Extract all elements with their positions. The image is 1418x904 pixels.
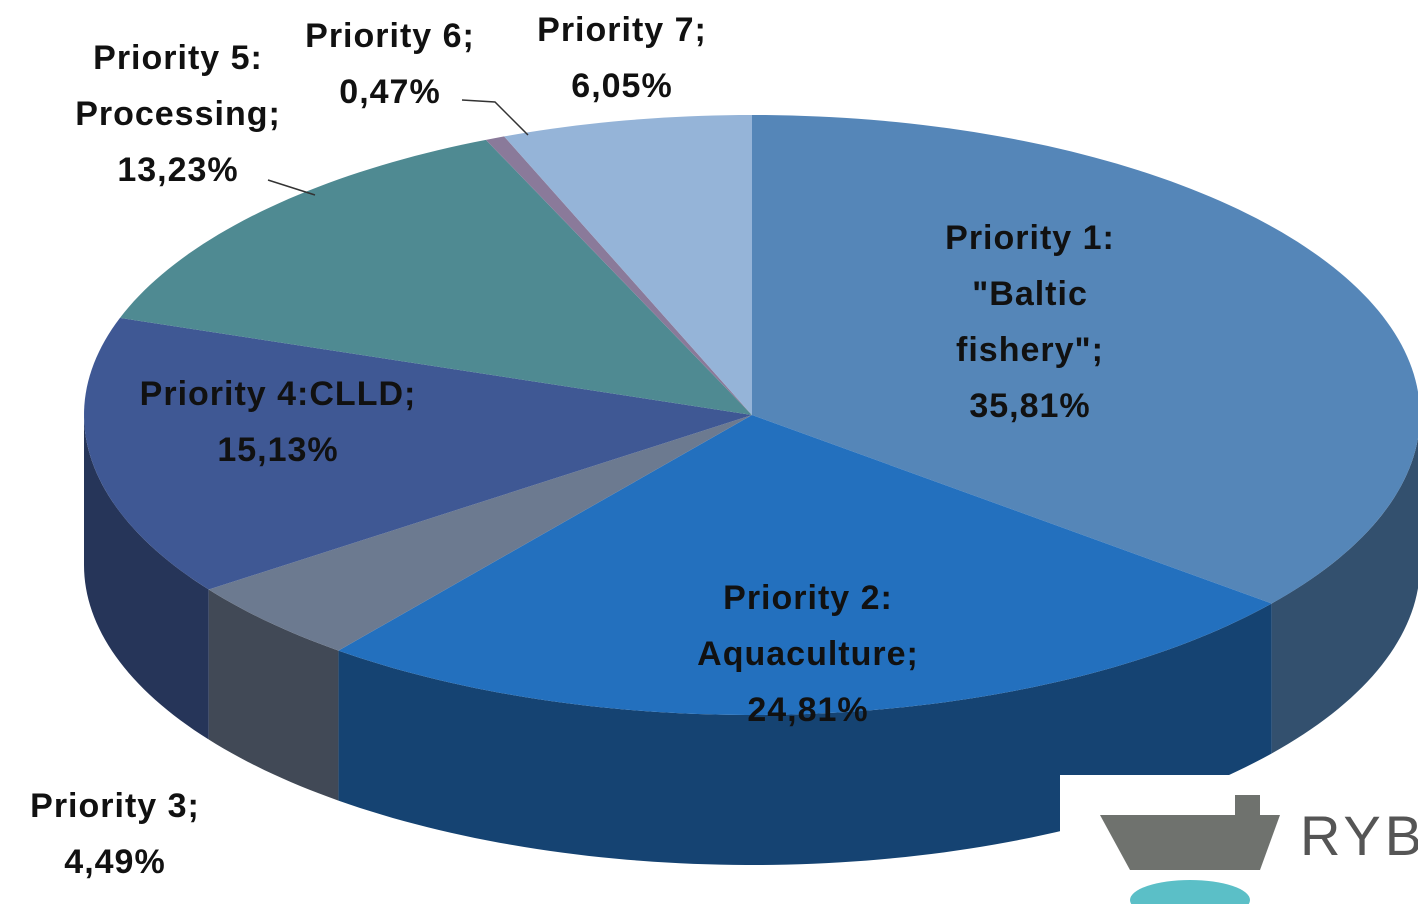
slice-side <box>208 589 339 801</box>
slice-label: Priority 2: Aquaculture; 24,81% <box>648 570 968 738</box>
slice-label: Priority 3; 4,49% <box>0 778 235 890</box>
slice-side <box>84 415 209 740</box>
logo: RYB <box>1060 775 1418 904</box>
slice <box>752 115 1418 604</box>
category-label: Priority 3; <box>30 787 200 825</box>
slice-label: Priority 7; 6,05% <box>502 2 742 114</box>
value-label: 15,13% <box>217 431 339 469</box>
category-label: Priority 4:CLLD; <box>139 375 417 413</box>
leader-line <box>461 99 529 136</box>
value-label: 4,49% <box>64 843 166 881</box>
logo-text: RYB <box>1300 804 1418 867</box>
slice <box>84 317 753 590</box>
slice-label: Priority 5: Processing; 13,23% <box>38 30 318 198</box>
slice <box>119 139 752 416</box>
logo-icon <box>1100 795 1280 904</box>
slice <box>338 415 1272 715</box>
slice <box>208 415 752 651</box>
value-label: 0,47% <box>339 73 441 111</box>
slice-side <box>338 603 1272 865</box>
leader-line <box>267 179 316 196</box>
category-label: Priority 7; <box>537 11 707 49</box>
category-label: Priority 6; <box>305 17 475 55</box>
category-label: Priority 1: "Baltic fishery"; <box>945 219 1115 369</box>
slice-label: Priority 4:CLLD; 15,13% <box>88 366 468 478</box>
value-label: 35,81% <box>969 387 1091 425</box>
slice-label: Priority 1: "Baltic fishery"; 35,81% <box>900 210 1160 434</box>
slice-side <box>1271 438 1418 754</box>
slice-label: Priority 6; 0,47% <box>275 8 505 120</box>
value-label: 24,81% <box>747 691 869 729</box>
category-label: Priority 2: Aquaculture; <box>697 579 919 673</box>
value-label: 13,23% <box>117 151 239 189</box>
slice <box>504 115 752 415</box>
slice <box>485 136 752 415</box>
value-label: 6,05% <box>571 67 673 105</box>
category-label: Priority 5: Processing; <box>75 39 281 133</box>
